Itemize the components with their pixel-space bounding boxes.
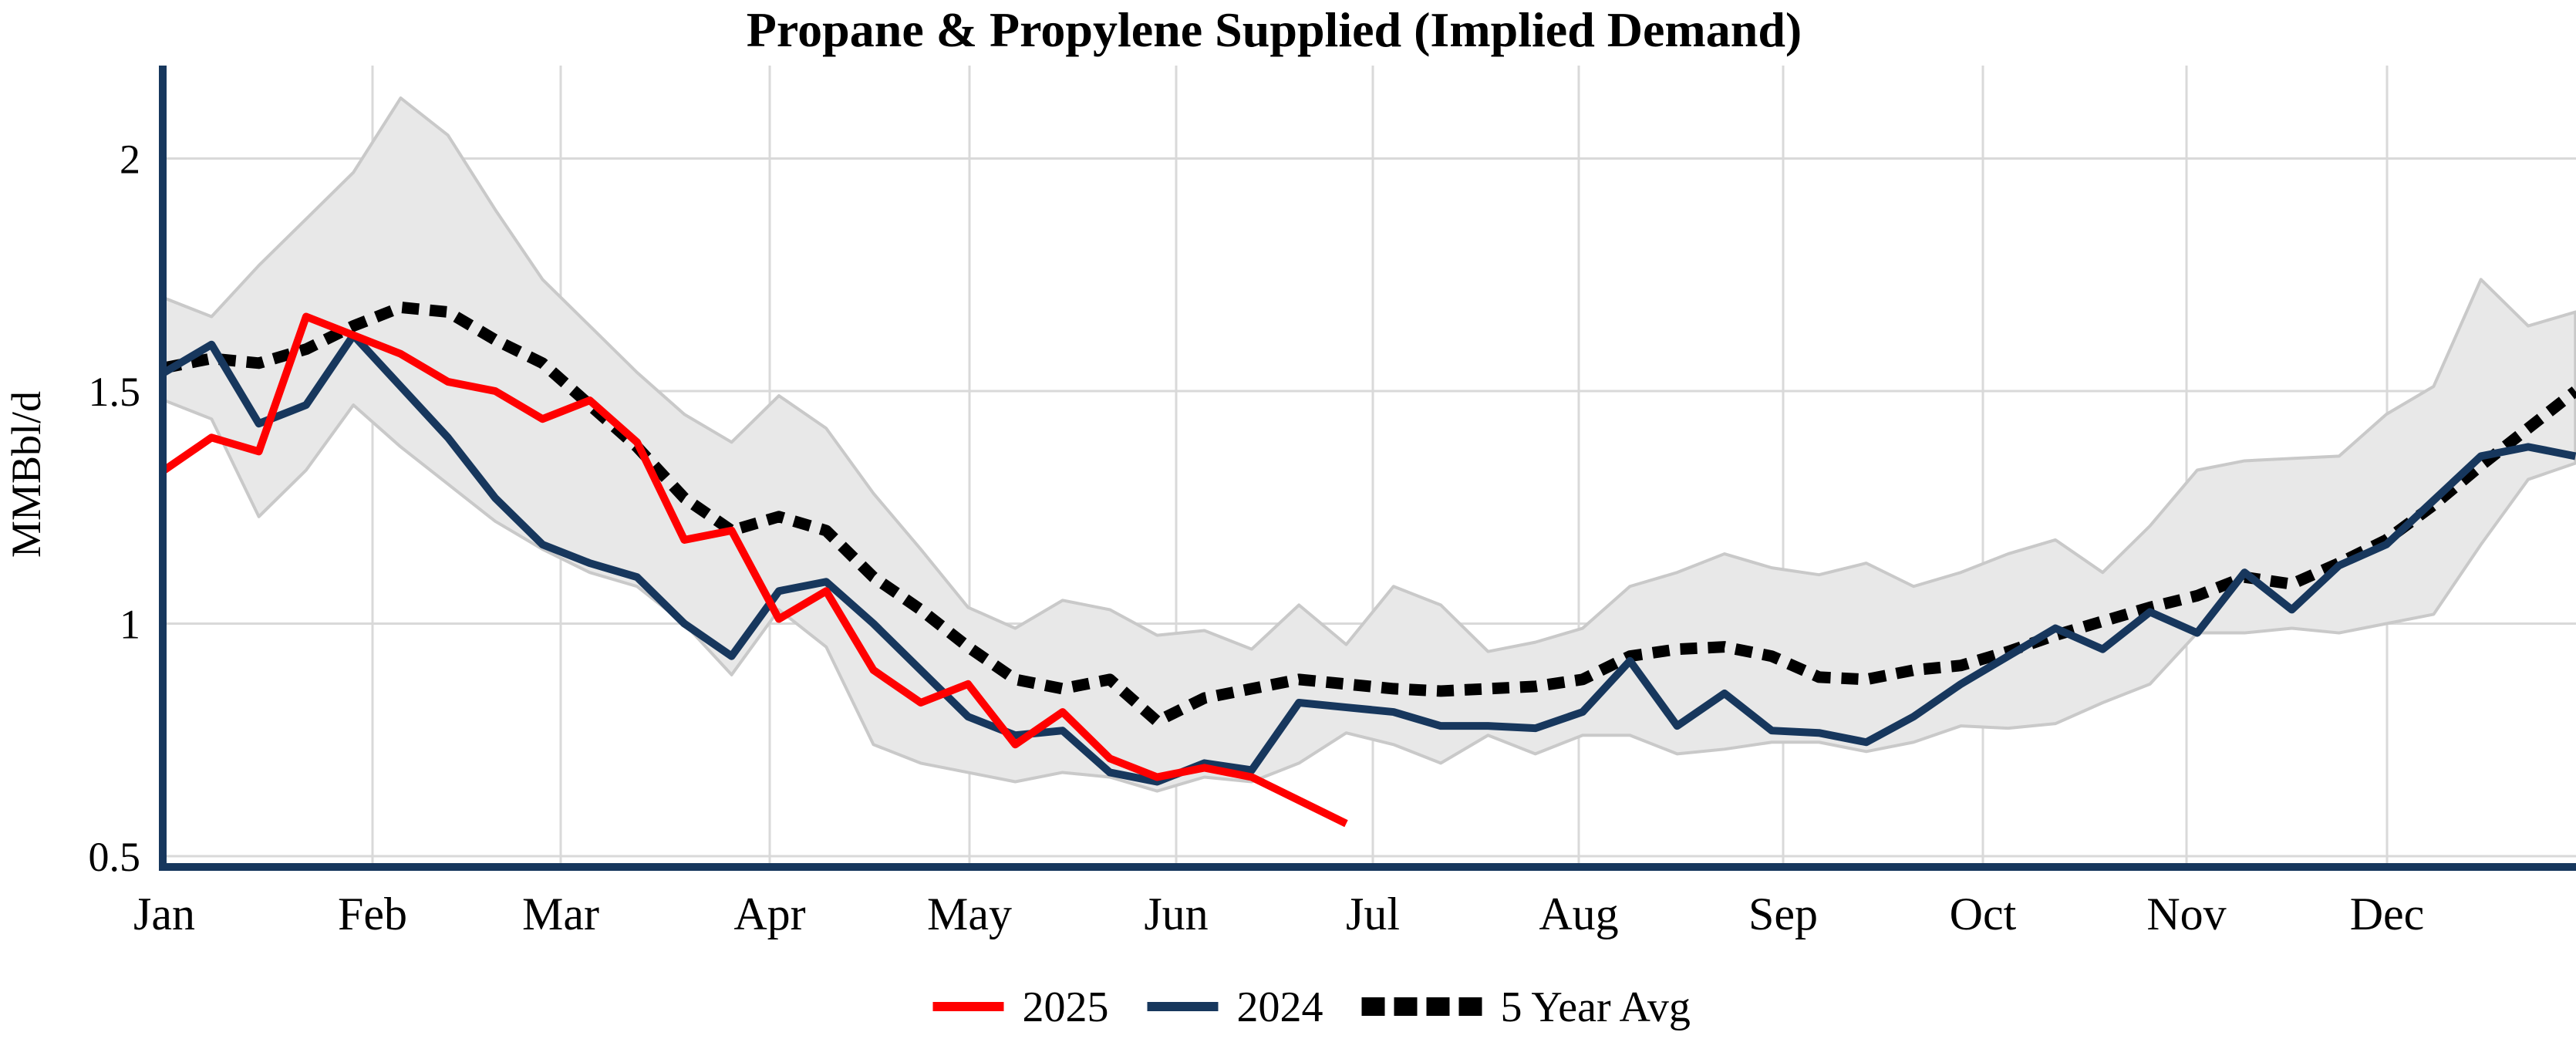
x-tick-label-Jul: Jul xyxy=(1346,889,1400,939)
y-axis-spine xyxy=(159,66,167,871)
axis-spines xyxy=(159,66,2576,871)
series-line-2024 xyxy=(162,331,2576,786)
legend-label-2025: 2025 xyxy=(1023,983,1109,1031)
x-tick-labels: Jan Feb Mar Apr May Jun Jul Aug Sep Oct Nov Dec xyxy=(133,889,2424,939)
x-tick-label-Nov: Nov xyxy=(2146,889,2226,939)
x-tick-label-Aug: Aug xyxy=(1539,889,1618,939)
y-tick-labels: 2 1.5 1 0.5 xyxy=(89,137,141,881)
five-year-range-polygon xyxy=(163,96,2576,793)
x-tick-label-Oct: Oct xyxy=(1950,889,2017,939)
legend: 2025 2024 5 Year Avg xyxy=(932,983,1691,1031)
five-year-range-band xyxy=(163,96,2576,793)
y-tick-label-0.5: 0.5 xyxy=(89,834,141,880)
x-tick-label-May: May xyxy=(927,889,1012,939)
x-tick-label-Dec: Dec xyxy=(2350,889,2425,939)
series-line-2025 xyxy=(162,312,1348,828)
x-axis-spine xyxy=(159,863,2576,871)
chart-title: Propane & Propylene Supplied (Implied De… xyxy=(747,2,1802,57)
x-tick-label-Feb: Feb xyxy=(338,889,407,939)
legend-label-5-year-avg: 5 Year Avg xyxy=(1501,983,1691,1031)
legend-label-2024: 2024 xyxy=(1237,983,1323,1031)
x-tick-label-Jun: Jun xyxy=(1144,889,1208,939)
series-line-5-year-avg xyxy=(163,301,2576,727)
x-tick-label-Jan: Jan xyxy=(133,889,195,939)
x-tick-label-Apr: Apr xyxy=(733,889,805,939)
y-tick-label-1: 1 xyxy=(120,602,140,648)
y-axis-label: MMBbl/d xyxy=(3,391,49,558)
x-tick-label-Mar: Mar xyxy=(522,889,599,939)
data-series xyxy=(162,301,2576,828)
x-tick-label-Sep: Sep xyxy=(1748,889,1818,939)
y-tick-label-1.5: 1.5 xyxy=(89,369,141,415)
y-tick-label-2: 2 xyxy=(120,137,140,183)
